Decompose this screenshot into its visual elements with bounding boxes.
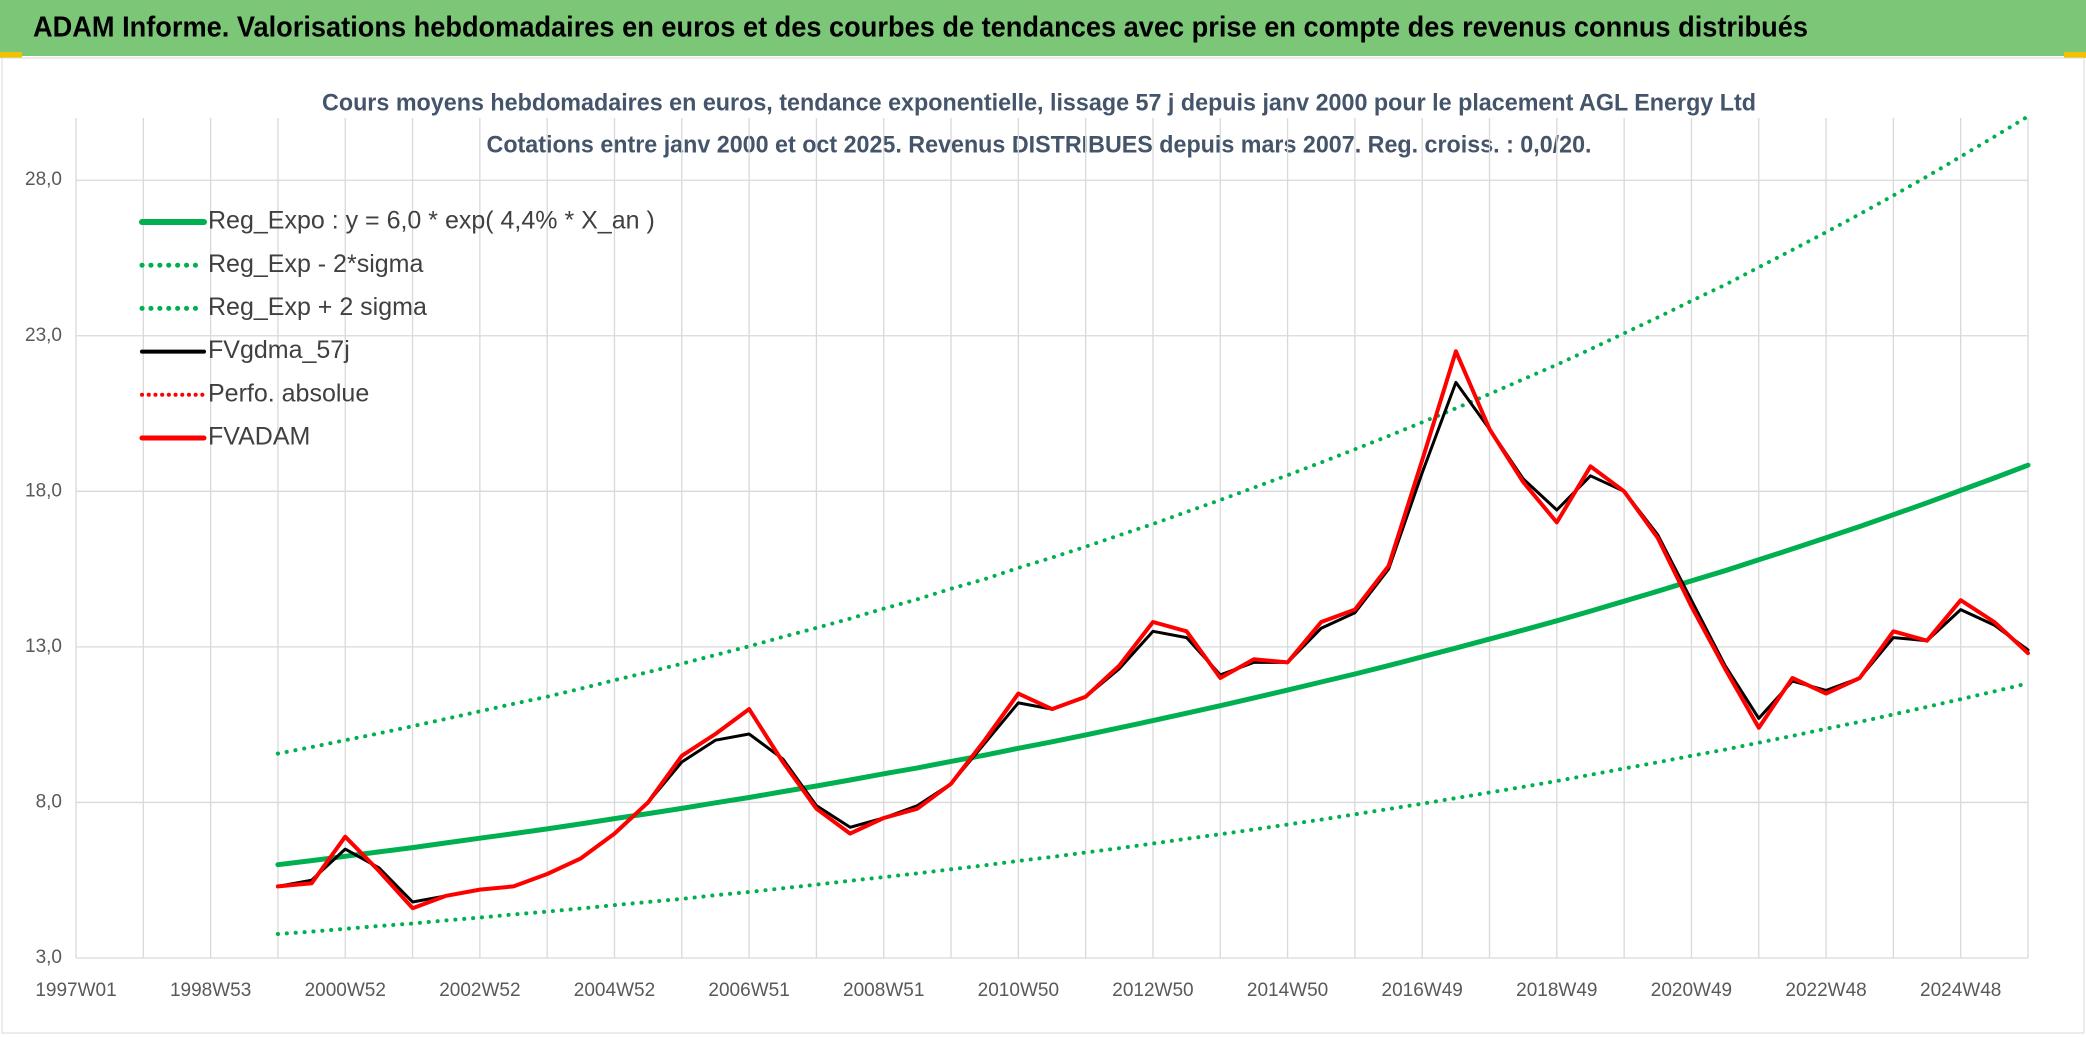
legend-label: Perfo. absolue xyxy=(208,379,369,407)
y-tick-label: 3,0 xyxy=(36,947,62,968)
legend: Reg_Expo : y = 6,0 * exp( 4,4% * X_an ) R… xyxy=(139,207,655,451)
x-tick-label: 2012W50 xyxy=(1112,980,1193,1001)
series-line xyxy=(275,349,2030,911)
legend-label: FVADAM xyxy=(208,423,310,451)
x-tick-label: 2010W50 xyxy=(978,980,1059,1001)
chart-title: ADAM Informe. Valorisations hebdomadaire… xyxy=(33,12,1808,44)
legend-label: FVgdma_57j xyxy=(208,336,350,364)
x-tick-label: 2000W52 xyxy=(305,980,386,1001)
legend-label: Reg_Expo : y = 6,0 * exp( 4,4% * X_an ) xyxy=(208,207,655,235)
x-tick-label: 1998W53 xyxy=(170,980,251,1001)
series-line xyxy=(275,114,2030,756)
chart-subtitle: Cours moyens hebdomadaires en euros, ten… xyxy=(322,89,1756,116)
x-tick-label: 2008W51 xyxy=(843,980,924,1001)
y-tick-label: 13,0 xyxy=(25,636,62,657)
y-tick-label: 28,0 xyxy=(25,169,62,190)
corner-right xyxy=(2064,52,2086,58)
y-tick-label: 18,0 xyxy=(25,480,62,501)
x-tick-label: 2022W48 xyxy=(1785,980,1866,1001)
plot-frame xyxy=(1,57,2085,1034)
legend-label: Reg_Exp + 2 sigma xyxy=(208,293,427,321)
plot-lines xyxy=(275,114,2031,936)
x-tick-label: 1997W01 xyxy=(35,980,116,1001)
x-tick-label: 2006W51 xyxy=(708,980,789,1001)
chart-subtitle: Cotations entre janv 2000 et oct 2025. R… xyxy=(487,131,1592,158)
corner-left xyxy=(0,52,22,58)
x-tick-label: 2020W49 xyxy=(1651,980,1732,1001)
x-tick-label: 2016W49 xyxy=(1382,980,1463,1001)
series-line xyxy=(275,681,2030,936)
x-tick-label: 2002W52 xyxy=(439,980,520,1001)
legend-label: Reg_Exp - 2*sigma xyxy=(208,250,423,278)
x-tick-label: 2014W50 xyxy=(1247,980,1328,1001)
series-line xyxy=(275,462,2031,868)
header-bar xyxy=(0,0,2086,56)
x-tick-label: 2004W52 xyxy=(574,980,655,1001)
y-tick-label: 23,0 xyxy=(25,325,62,346)
y-tick-label: 8,0 xyxy=(36,791,62,812)
x-tick-label: 2018W49 xyxy=(1516,980,1597,1001)
x-tick-label: 2024W48 xyxy=(1920,980,2001,1001)
